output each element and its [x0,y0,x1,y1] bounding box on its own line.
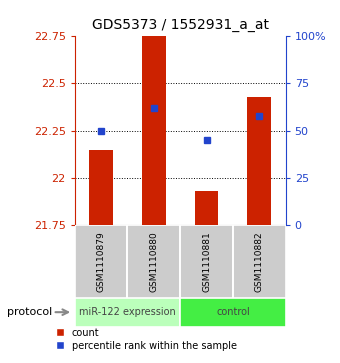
Legend: count, percentile rank within the sample: count, percentile rank within the sample [52,324,241,355]
Bar [233,225,286,298]
Bar [180,298,286,327]
Bar [248,97,271,225]
Text: GSM1110880: GSM1110880 [149,231,158,292]
Bar [89,150,113,225]
Text: protocol: protocol [7,307,52,317]
Bar [128,225,180,298]
Text: miR-122 expression: miR-122 expression [79,307,176,317]
Text: GSM1110881: GSM1110881 [202,231,211,292]
Text: GSM1110882: GSM1110882 [255,231,264,292]
Bar [75,298,180,327]
Bar [180,225,233,298]
Title: GDS5373 / 1552931_a_at: GDS5373 / 1552931_a_at [92,19,269,33]
Text: control: control [216,307,250,317]
Text: GSM1110879: GSM1110879 [97,231,106,292]
Bar [75,225,128,298]
Bar [195,191,218,225]
Bar [142,36,166,225]
